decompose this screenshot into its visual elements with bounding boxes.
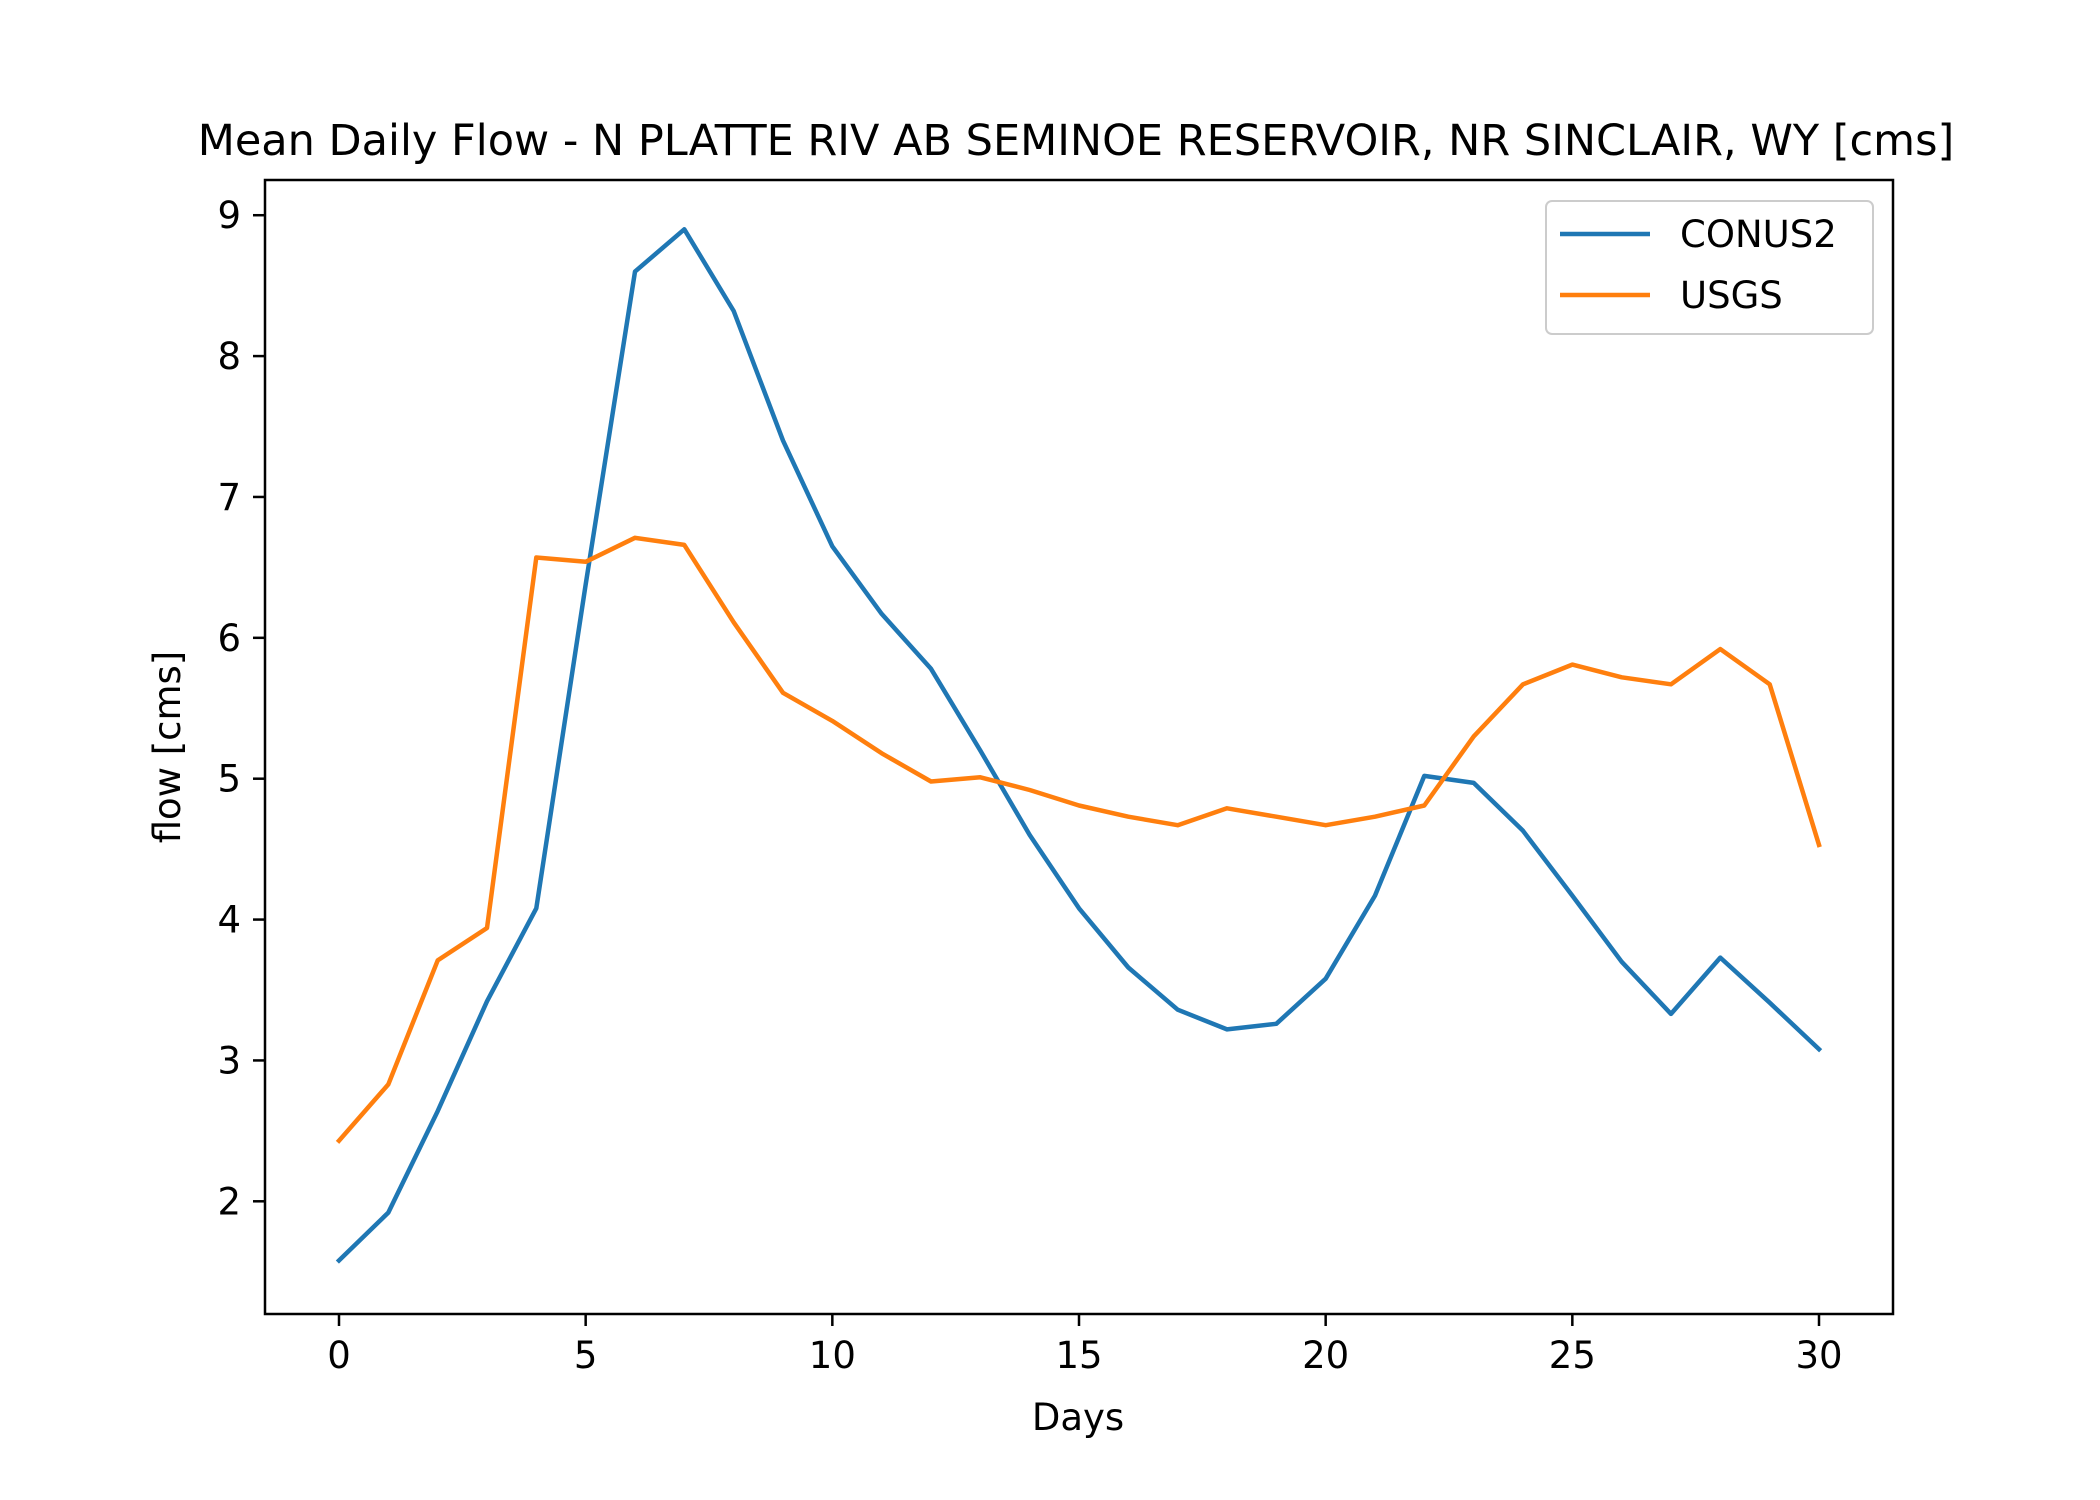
y-tick-label: 8 [217,335,241,378]
y-axis-label: flow [cms] [146,651,189,844]
series-layer [335,227,1823,1264]
y-tick-label: 2 [217,1180,241,1223]
y-tick-label: 4 [217,899,241,942]
x-tick-label: 15 [1055,1334,1102,1377]
x-axis-label: Days [1032,1396,1124,1439]
y-tick-label: 5 [217,758,241,801]
y-tick-label: 3 [217,1039,241,1082]
x-tick-label: 0 [327,1334,351,1377]
chart-title: Mean Daily Flow - N PLATTE RIV AB SEMINO… [198,116,1955,166]
y-axis-ticks: 2 3 4 5 6 7 8 9 [217,194,265,1223]
legend-label-conus2: CONUS2 [1680,213,1837,256]
x-axis-ticks: 0 5 10 15 20 25 30 [327,1314,1843,1377]
series-line-conus2 [335,227,1823,1264]
y-tick-label: 6 [217,617,241,660]
plot-area [263,178,1895,1316]
x-tick-label: 5 [574,1334,598,1377]
series-line-usgs [335,535,1822,1144]
x-tick-label: 30 [1795,1334,1842,1377]
y-tick-label: 9 [217,194,241,237]
legend-label-usgs: USGS [1680,274,1783,317]
x-tick-label: 20 [1302,1334,1349,1377]
x-tick-label: 10 [809,1334,856,1377]
y-tick-label: 7 [217,476,241,519]
x-tick-label: 25 [1549,1334,1596,1377]
legend: CONUS2 USGS [1545,200,1874,335]
